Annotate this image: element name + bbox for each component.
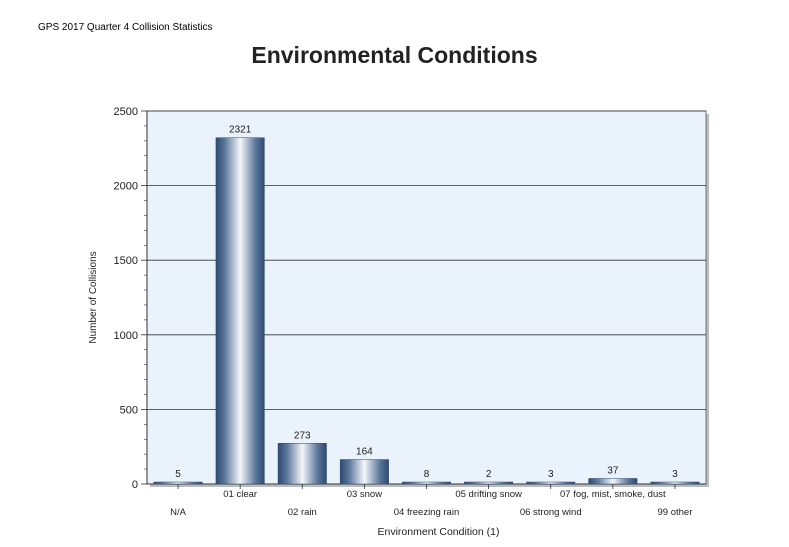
- x-tick-label: 05 drifting snow: [455, 489, 522, 500]
- labels: 0 500 1000 1500 2000 2500 5 2321 273 164 8 2 3 37 3 N/A…: [88, 106, 692, 538]
- data-label: 3: [548, 469, 554, 480]
- document-header: GPS 2017 Quarter 4 Collision Statistics: [38, 22, 213, 33]
- x-tick-label: 01 clear: [223, 489, 257, 500]
- x-tick-label: N/A: [170, 507, 187, 518]
- data-label: 273: [294, 430, 311, 441]
- y-tick-label: 2000: [114, 181, 138, 193]
- chart-title: Environmental Conditions: [251, 42, 538, 68]
- y-axis-title: Number of Collisions: [88, 251, 99, 343]
- x-tick-label: 07 fog, mist, smoke, dust: [560, 489, 666, 500]
- data-label: 3: [672, 469, 678, 480]
- bar: [215, 137, 265, 485]
- data-label: 164: [356, 447, 373, 458]
- y-tick-label: 1500: [114, 255, 138, 267]
- y-tick-label: 0: [132, 479, 138, 491]
- x-tick-label: 04 freezing rain: [394, 507, 459, 518]
- bar: [464, 481, 514, 485]
- bar: [402, 481, 451, 485]
- bar: [588, 478, 638, 485]
- y-tick-label: 2500: [114, 106, 138, 118]
- bar: [650, 481, 700, 485]
- x-tick-label: 06 strong wind: [520, 507, 582, 518]
- x-axis-title: Environment Condition (1): [378, 526, 500, 538]
- bar: [153, 481, 203, 485]
- bar: [277, 443, 327, 485]
- x-tick-label: 99 other: [658, 507, 693, 518]
- data-label: 2321: [229, 125, 252, 136]
- data-label: 5: [175, 469, 181, 480]
- bars: [153, 137, 700, 485]
- y-tick-label: 1000: [114, 330, 138, 342]
- data-label: 37: [607, 465, 619, 476]
- x-tick-label: 03 snow: [347, 489, 383, 500]
- y-tick-label: 500: [120, 404, 138, 416]
- x-tick-label: 02 rain: [288, 507, 317, 518]
- bar: [339, 459, 389, 485]
- bar: [526, 481, 576, 485]
- data-label: 8: [424, 469, 430, 480]
- data-label: 2: [486, 469, 492, 480]
